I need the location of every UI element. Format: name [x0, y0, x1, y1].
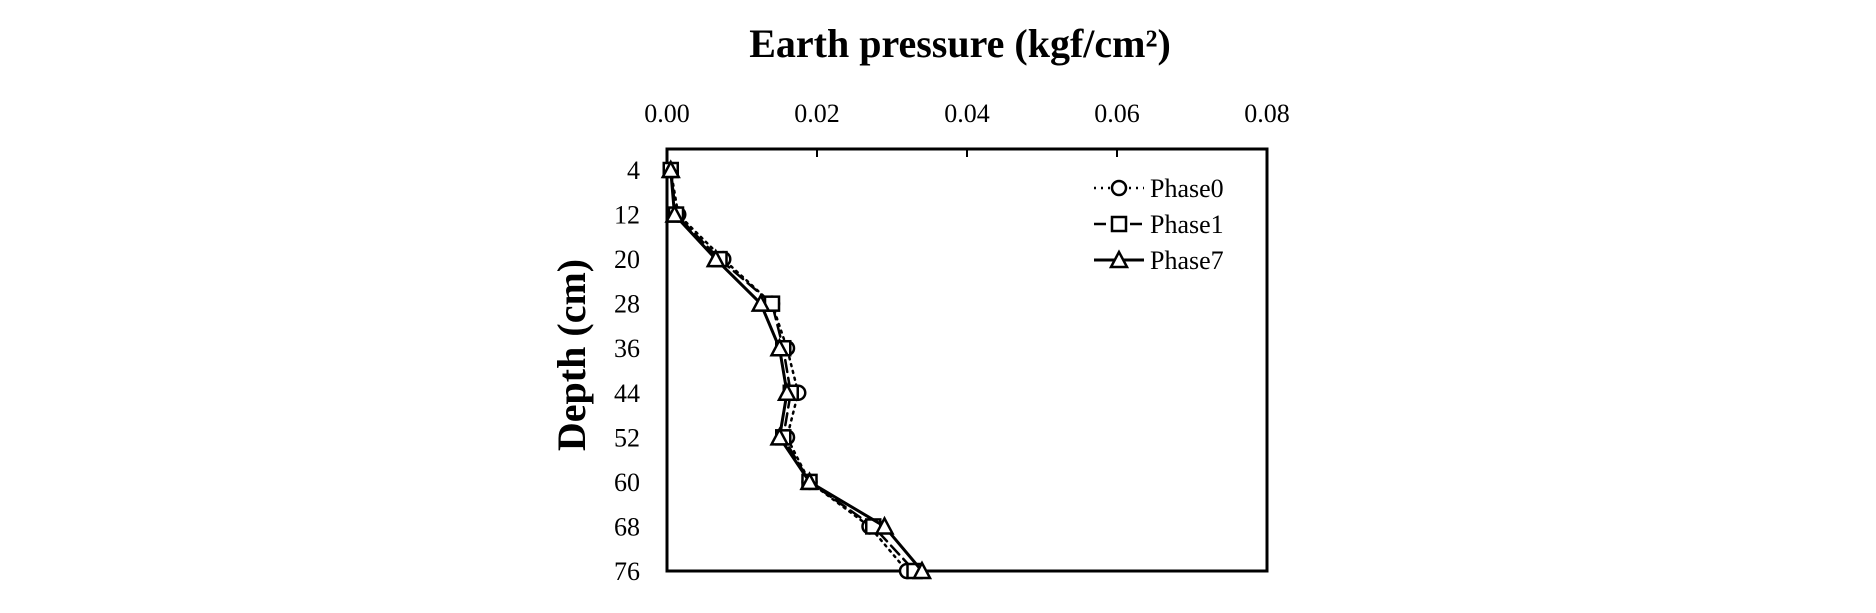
legend: Phase0 Phase1 Phase7 [1094, 174, 1224, 275]
y-tick-label: 4 [627, 156, 640, 185]
x-tick-label: 0.00 [644, 99, 690, 128]
series-line-phase1 [669, 168, 916, 573]
legend-entry: Phase0 [1094, 174, 1224, 203]
data-point-phase7 [776, 382, 798, 402]
y-tick-label: 68 [614, 512, 640, 541]
x-tick-label: 0.04 [944, 99, 990, 128]
data-point-phase7 [750, 293, 771, 312]
x-tick-label: 0.02 [794, 99, 840, 128]
y-tick-label: 52 [614, 423, 640, 452]
legend-label: Phase0 [1150, 174, 1224, 203]
plot-area-frame [665, 147, 1269, 573]
series-phase0 [662, 161, 916, 580]
chart-title: Earth pressure (kgf/cm²) [749, 21, 1171, 66]
legend-marker-triangle [1108, 249, 1130, 269]
legend-entry: Phase1 [1094, 210, 1224, 239]
data-point-phase7 [799, 471, 820, 491]
y-tick-label: 44 [614, 379, 640, 408]
y-tick-label: 60 [614, 468, 640, 497]
data-point-phase7 [705, 248, 726, 268]
legend-label: Phase1 [1150, 210, 1224, 239]
x-tick-label: 0.08 [1244, 99, 1290, 128]
data-point-phase7 [911, 560, 933, 580]
y-tick-label: 20 [614, 245, 640, 274]
y-axis-ticks: 4 12 20 28 36 44 52 60 68 76 [614, 156, 640, 586]
x-tick-label: 0.06 [1094, 99, 1140, 128]
y-tick-label: 36 [614, 334, 640, 363]
y-tick-label: 28 [614, 290, 640, 319]
legend-entry: Phase7 [1094, 246, 1224, 275]
series-line-phase7 [669, 168, 924, 573]
series-phase7 [660, 159, 933, 580]
legend-marker-circle [1110, 179, 1128, 197]
data-point-phase7 [769, 426, 790, 446]
y-tick-label: 12 [614, 201, 640, 230]
series-layer [660, 159, 933, 580]
data-point-phase7 [874, 515, 895, 535]
y-axis-label: Depth (cm) [549, 259, 594, 451]
series-line-phase0 [669, 168, 909, 573]
data-point-phase7 [769, 337, 790, 357]
legend-marker-square [1110, 215, 1128, 233]
legend-label: Phase7 [1150, 246, 1224, 275]
data-point-phase7 [660, 159, 681, 179]
x-axis-ticks: 0.00 0.02 0.04 0.06 0.08 [644, 99, 1290, 157]
y-tick-label: 76 [614, 557, 640, 586]
data-point-phase7 [664, 203, 685, 223]
